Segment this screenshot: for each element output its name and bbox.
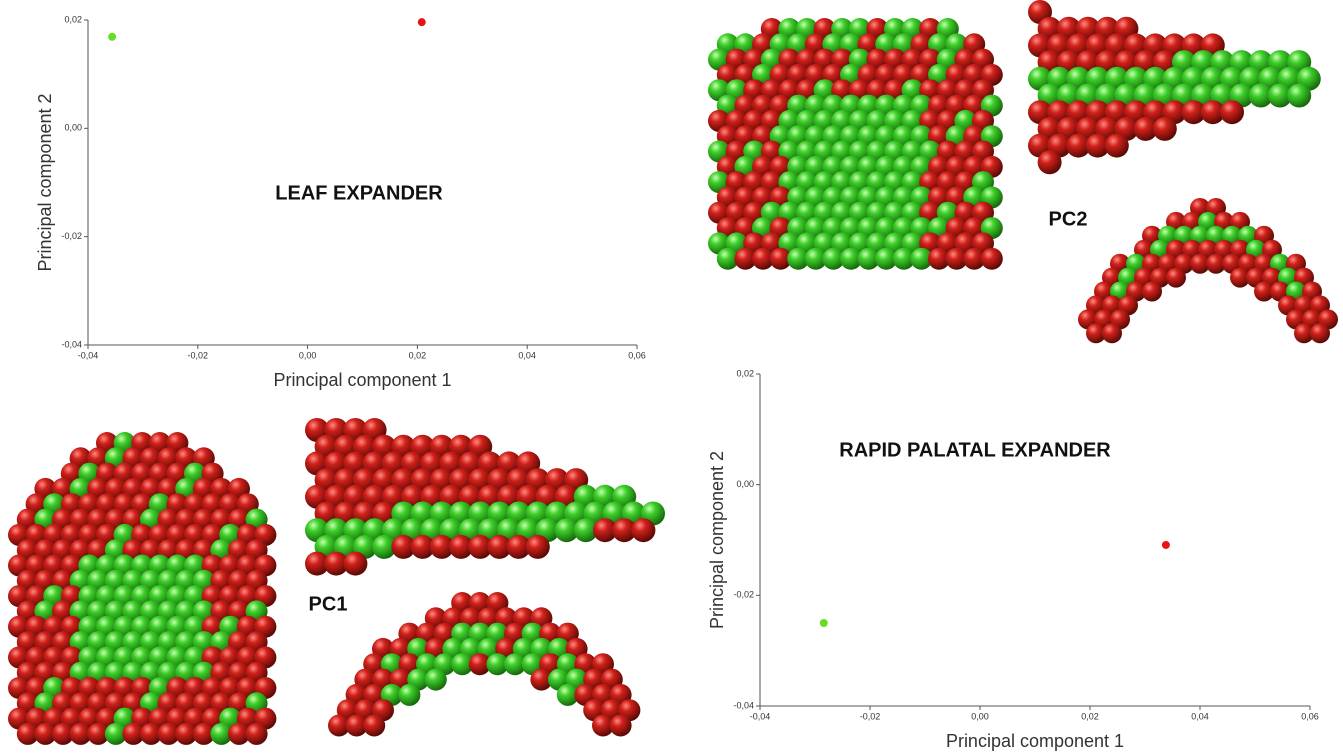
sphere	[1287, 84, 1311, 108]
point	[820, 619, 828, 627]
point	[1162, 541, 1170, 549]
y-tick-label: 0,02	[64, 14, 82, 24]
x-axis-label: Principal component 1	[273, 370, 451, 390]
y-tick-label: 0,00	[64, 123, 82, 133]
y-axis-label: Principal component 2	[35, 93, 55, 271]
sphere	[1220, 100, 1244, 124]
3d-models	[8, 0, 1338, 745]
x-tick-label: -0,02	[860, 711, 881, 721]
sphere	[1310, 323, 1330, 343]
sphere	[1102, 323, 1122, 343]
sphere	[1038, 150, 1062, 174]
chart-title: RAPID PALATAL EXPANDER	[839, 439, 1111, 461]
x-tick-label: 0,04	[1191, 711, 1209, 721]
sphere	[398, 684, 420, 706]
x-tick-label: 0,06	[1301, 711, 1319, 721]
y-axis-label: Principal component 2	[707, 451, 727, 629]
y-tick-label: 0,02	[736, 368, 754, 378]
sphere	[425, 669, 447, 691]
y-tick-label: -0,04	[61, 339, 82, 349]
sphere	[363, 715, 385, 737]
sphere	[1142, 282, 1162, 302]
sphere	[246, 723, 268, 745]
view-label: PC2	[1049, 208, 1088, 230]
chart-title: LEAF EXPANDER	[275, 182, 443, 204]
sphere	[1153, 117, 1177, 141]
sphere	[610, 715, 632, 737]
x-tick-label: -0,02	[188, 350, 209, 360]
view-label: PC1	[309, 593, 348, 615]
x-tick-label: 0,04	[518, 350, 536, 360]
y-tick-label: 0,00	[736, 479, 754, 489]
sphere	[981, 248, 1003, 270]
sphere	[631, 518, 655, 542]
page: PC1 PC2 -0,04-0,020,000,020,040,06-0,04-…	[0, 0, 1343, 754]
figure: PC1 PC2 -0,04-0,020,000,020,040,06-0,04-…	[0, 0, 1343, 754]
x-tick-label: -0,04	[750, 711, 771, 721]
y-tick-label: -0,04	[733, 700, 754, 710]
sphere	[526, 535, 550, 559]
x-tick-label: 0,00	[299, 350, 317, 360]
x-tick-label: 0,00	[971, 711, 989, 721]
x-tick-label: 0,06	[628, 350, 646, 360]
sphere	[1166, 268, 1186, 288]
point	[108, 33, 116, 41]
x-axis-label: Principal component 1	[946, 731, 1124, 751]
x-tick-label: 0,02	[1081, 711, 1099, 721]
sphere	[1105, 134, 1129, 158]
sphere	[343, 552, 367, 576]
y-tick-label: -0,02	[733, 590, 754, 600]
y-tick-label: -0,02	[61, 231, 82, 241]
point	[418, 18, 426, 26]
x-tick-label: 0,02	[409, 350, 427, 360]
x-tick-label: -0,04	[78, 350, 99, 360]
